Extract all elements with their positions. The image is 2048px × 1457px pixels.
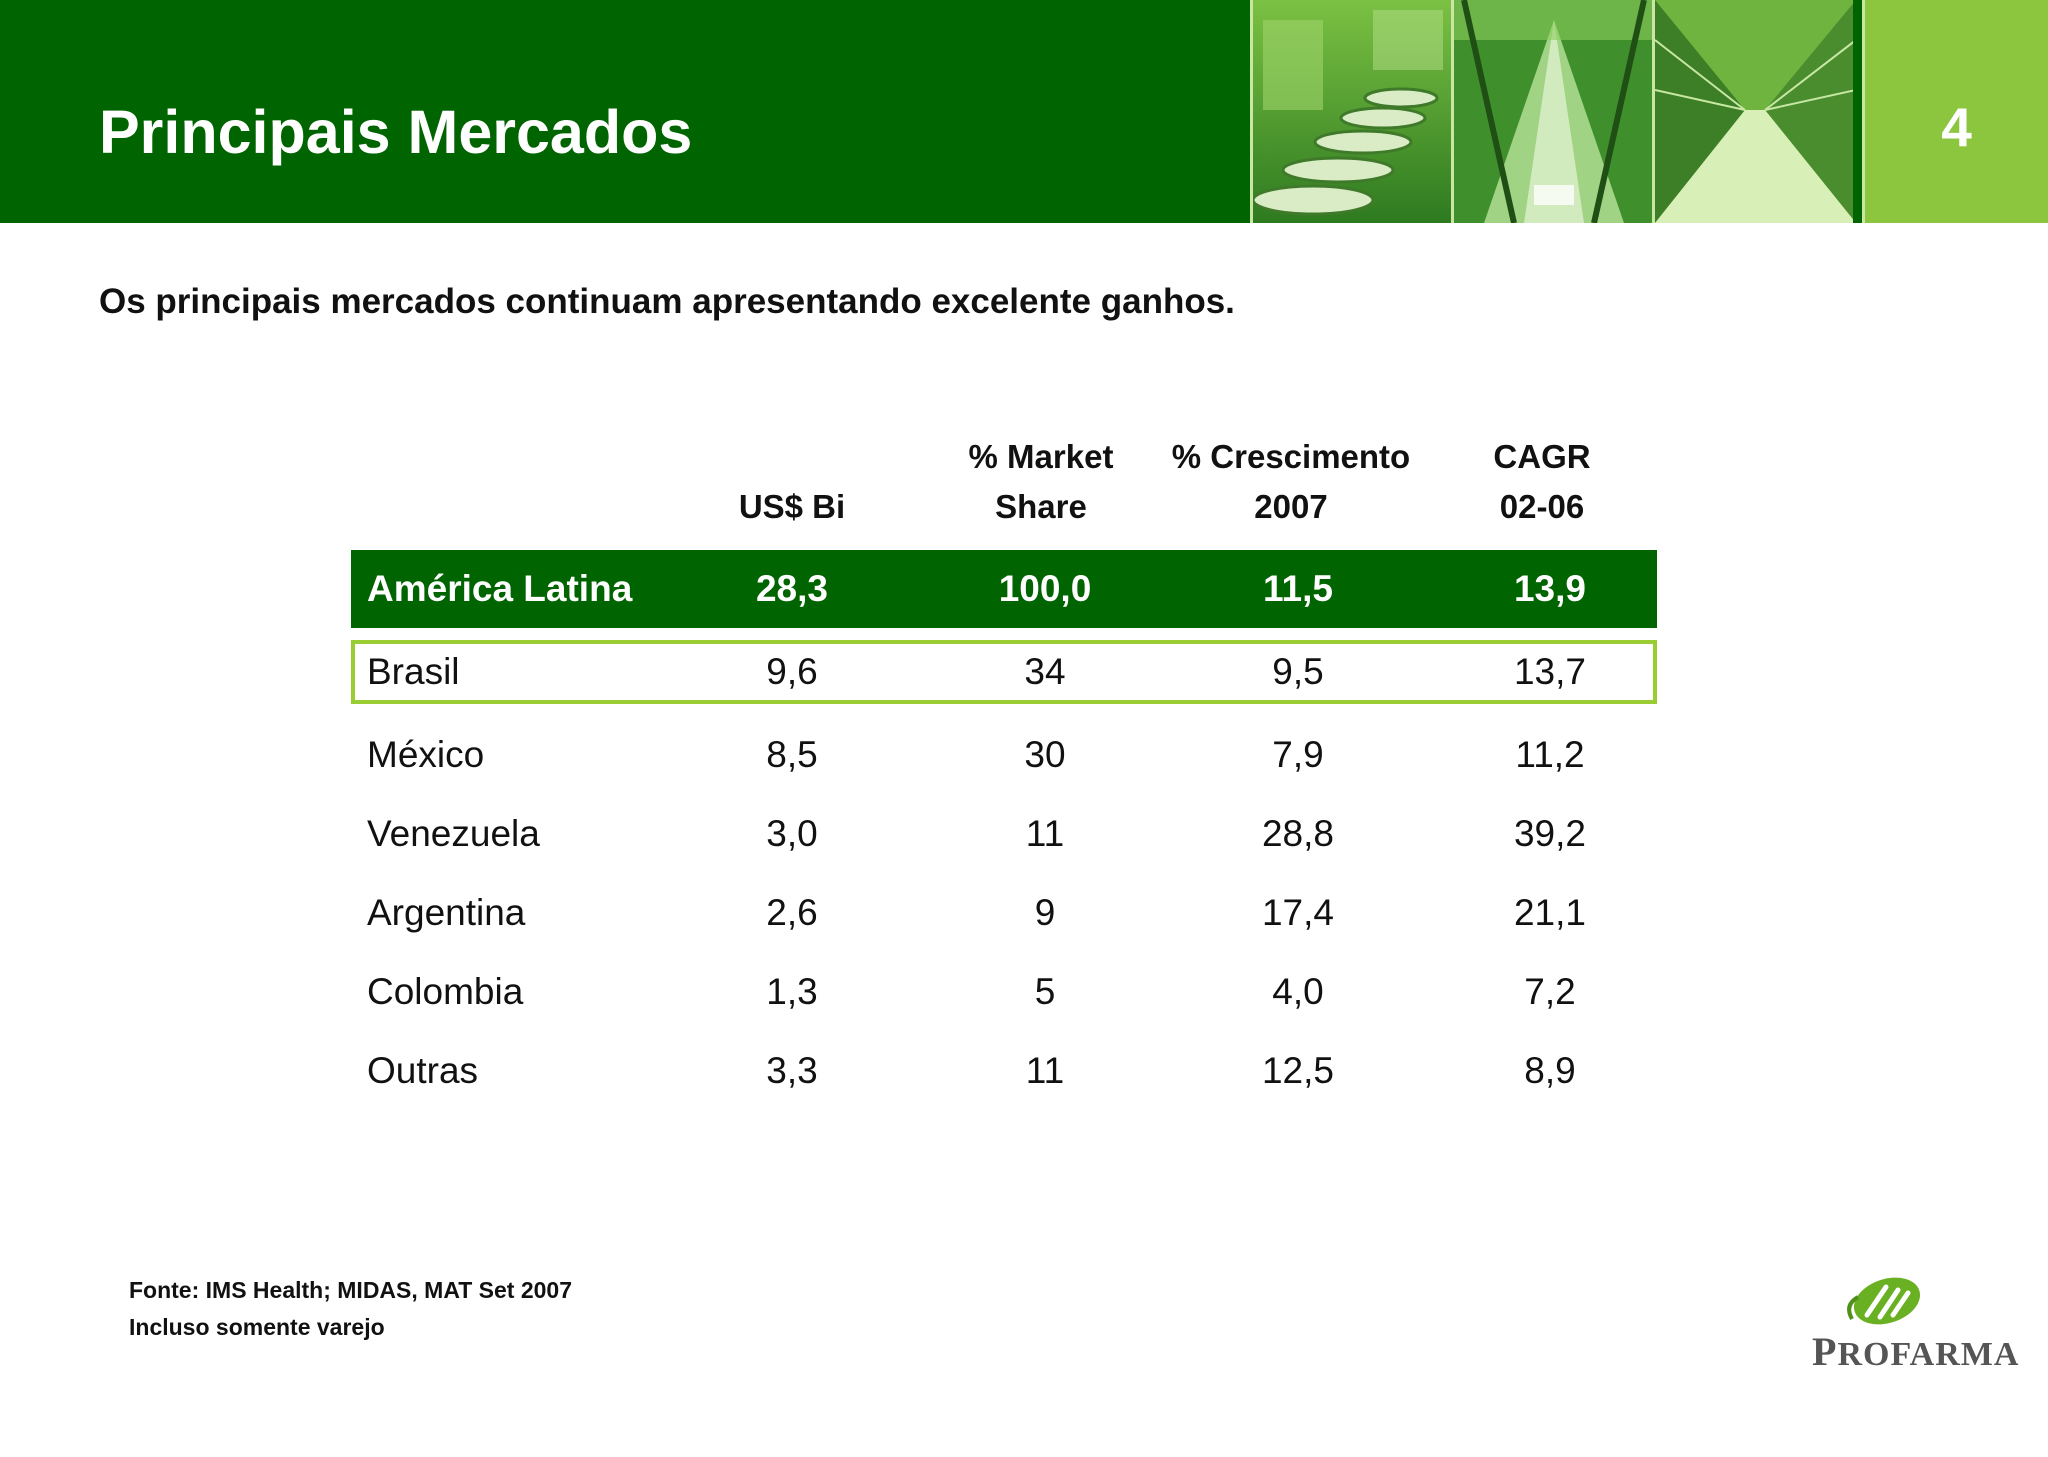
column-header-line1: CAGR [1493, 438, 1591, 475]
cell-usd: 28,3 [755, 568, 828, 609]
column-header-line1 [692, 432, 892, 482]
row-label: Colombia [367, 971, 524, 1012]
cell-market-share: 34 [1024, 651, 1066, 692]
cell-cagr: 11,2 [1515, 734, 1585, 775]
column-header-line2: US$ Bi [738, 488, 846, 525]
logo-wordmark: PROFARMA [1812, 1328, 2018, 1375]
row-label: Argentina [367, 892, 526, 933]
cell-cagr: 13,9 [1513, 568, 1586, 609]
cell-market-share: 100,0 [998, 568, 1092, 609]
column-header-crescimento: % Crescimento 2007 [1151, 432, 1431, 532]
row-label: Brasil [367, 651, 460, 692]
cell-cagr: 39,2 [1513, 813, 1586, 854]
cell-crescimento: 7,9 [1272, 734, 1324, 775]
cell-crescimento: 4,0 [1272, 971, 1324, 1012]
cell-crescimento: 9,5 [1272, 651, 1324, 692]
row-label: Venezuela [367, 813, 540, 854]
footnote-note: Incluso somente varejo [129, 1314, 385, 1340]
page-title: Principais Mercados [99, 98, 693, 166]
table-row: México 8,5 30 7,9 11,2 [351, 716, 1657, 794]
footnote-source: Fonte: IMS Health; MIDAS, MAT Set 2007 [129, 1277, 573, 1303]
table-row: Venezuela 3,0 11 28,8 39,2 [351, 795, 1657, 873]
cell-crescimento: 12,5 [1261, 1050, 1334, 1091]
table-row: Colombia 1,3 5 4,0 7,2 [351, 953, 1657, 1031]
profarma-logo-mark [1847, 1277, 1921, 1325]
cell-cagr: 8,9 [1524, 1050, 1576, 1091]
row-label: Outras [367, 1050, 479, 1091]
logo-rest: ROFARMA [1837, 1336, 2020, 1373]
warehouse-photo [1652, 0, 1853, 223]
cell-cagr: 7,2 [1524, 971, 1576, 1012]
header-photo-strip [1250, 0, 1862, 223]
cell-crescimento: 11,5 [1263, 568, 1333, 609]
column-header-line1: % Market [968, 438, 1114, 475]
slide-subtitle: Os principais mercados continuam apresen… [99, 282, 1235, 321]
cell-usd: 3,3 [766, 1050, 818, 1091]
column-header-line2: 2007 [1254, 488, 1328, 525]
column-header-usd: US$ Bi [692, 432, 892, 532]
conveyor-photo [1250, 0, 1451, 223]
cell-market-share: 30 [1024, 734, 1066, 775]
cell-usd: 3,0 [766, 813, 818, 854]
row-label: México [367, 734, 485, 775]
cell-market-share: 11 [1025, 1050, 1065, 1091]
cell-cagr: 13,7 [1513, 651, 1586, 692]
row-label: América Latina [367, 568, 633, 609]
table-row: Outras 3,3 11 12,5 8,9 [351, 1032, 1657, 1110]
cell-market-share: 11 [1025, 813, 1065, 854]
column-header-line2: Share [995, 488, 1087, 525]
cell-usd: 1,3 [766, 971, 818, 1012]
column-header-cagr: CAGR 02-06 [1442, 432, 1642, 532]
cell-usd: 8,5 [766, 734, 818, 775]
cell-crescimento: 17,4 [1261, 892, 1334, 933]
cell-usd: 9,6 [766, 651, 818, 692]
page-number-box: 4 [1862, 0, 2048, 223]
table-row-total: América Latina 28,3 100,0 11,5 13,9 [351, 550, 1657, 628]
cell-crescimento: 28,8 [1261, 813, 1334, 854]
page-number: 4 [1941, 96, 1972, 158]
table-row-highlighted: Brasil 9,6 34 9,5 13,7 [351, 640, 1657, 704]
profarma-logo: PROFARMA [1812, 1275, 2018, 1374]
cell-market-share: 9 [1034, 892, 1056, 933]
logo-initial: P [1812, 1329, 1838, 1374]
cell-usd: 2,6 [766, 892, 818, 933]
column-header-line1: % Crescimento [1171, 438, 1411, 475]
cell-market-share: 5 [1034, 971, 1056, 1012]
column-header-line2: 02-06 [1499, 488, 1585, 525]
cell-cagr: 21,1 [1513, 892, 1586, 933]
column-header-market-share: % Market Share [941, 432, 1141, 532]
factory-photo [1451, 0, 1652, 223]
footnote: Fonte: IMS Health; MIDAS, MAT Set 2007 I… [129, 1272, 572, 1346]
table-row: Argentina 2,6 9 17,4 21,1 [351, 874, 1657, 952]
